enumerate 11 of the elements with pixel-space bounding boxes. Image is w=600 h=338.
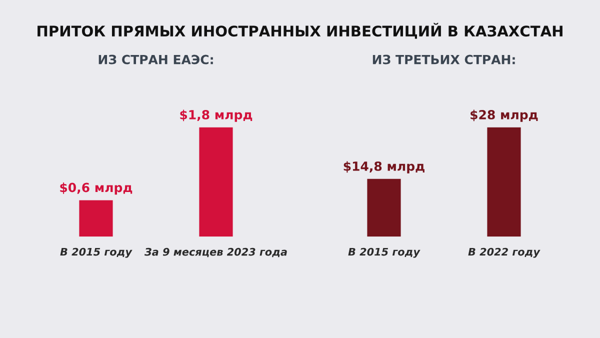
chart-subtitle: ИЗ СТРАН ЕАЭС: <box>98 54 213 64</box>
x-tick-label: В 2015 году <box>60 248 132 258</box>
chart-subtitle: ИЗ ТРЕТЬИХ СТРАН: <box>372 54 515 64</box>
data-label: $0,6 млрд <box>60 182 132 195</box>
chart-title: ПРИТОК ПРЯМЫХ ИНОСТРАННЫХ ИНВЕСТИЦИЙ В КАЗАХСТАН <box>38 22 562 39</box>
data-label: $1,8 млрд <box>180 110 252 122</box>
x-tick-label: За 9 месяцев 2023 года <box>144 248 287 258</box>
data-label: $14,8 млрд <box>344 161 424 174</box>
data-label: $28 млрд <box>470 110 538 122</box>
x-tick-label: В 2015 году <box>348 248 420 258</box>
x-tick-label: В 2022 году <box>468 248 540 258</box>
